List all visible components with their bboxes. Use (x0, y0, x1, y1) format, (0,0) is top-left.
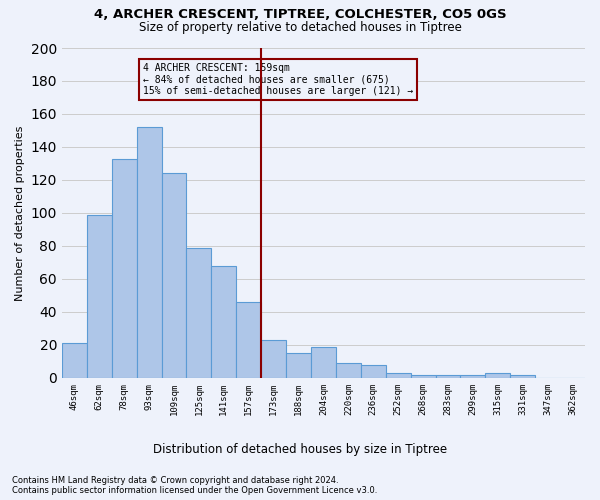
Bar (62, 344, 87, 378)
Bar (187, 248, 211, 378)
Bar (510, 374, 535, 378)
Bar (137, 127, 161, 378)
Bar (436, 374, 460, 378)
Bar (211, 266, 236, 378)
Bar (361, 364, 386, 378)
Bar (336, 363, 361, 378)
Y-axis label: Number of detached properties: Number of detached properties (15, 126, 25, 300)
Bar (161, 174, 187, 378)
Bar (261, 340, 286, 378)
Bar (112, 158, 137, 378)
Text: Distribution of detached houses by size in Tiptree: Distribution of detached houses by size … (153, 442, 447, 456)
Bar (386, 373, 410, 378)
Text: 4 ARCHER CRESCENT: 159sqm
← 84% of detached houses are smaller (675)
15% of semi: 4 ARCHER CRESCENT: 159sqm ← 84% of detac… (143, 63, 413, 96)
Bar (485, 373, 510, 378)
Text: Contains HM Land Registry data © Crown copyright and database right 2024.: Contains HM Land Registry data © Crown c… (12, 476, 338, 485)
Bar (87, 214, 112, 378)
Bar (286, 353, 311, 378)
Text: 4, ARCHER CRESCENT, TIPTREE, COLCHESTER, CO5 0GS: 4, ARCHER CRESCENT, TIPTREE, COLCHESTER,… (94, 8, 506, 20)
Bar (460, 374, 485, 378)
Bar (410, 374, 436, 378)
Bar (236, 302, 261, 378)
Text: Contains public sector information licensed under the Open Government Licence v3: Contains public sector information licen… (12, 486, 377, 495)
Bar (311, 346, 336, 378)
Text: Size of property relative to detached houses in Tiptree: Size of property relative to detached ho… (139, 21, 461, 34)
